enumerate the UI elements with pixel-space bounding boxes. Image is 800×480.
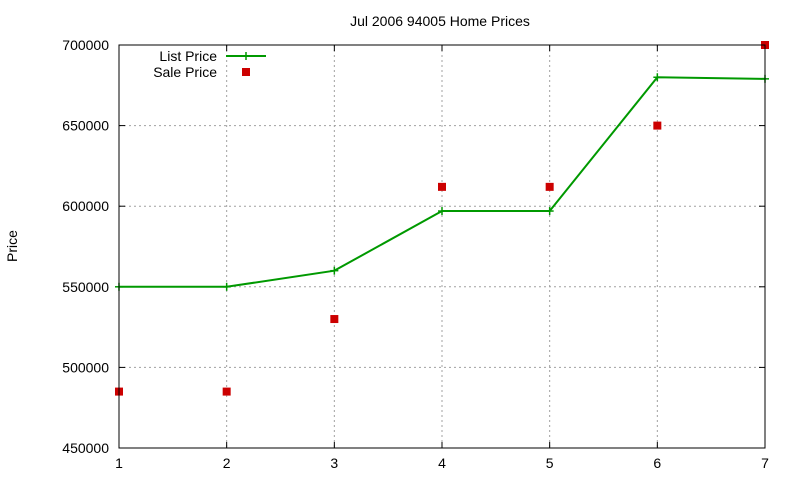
y-tick-label: 500000: [62, 359, 109, 375]
list-price-point: [545, 207, 554, 216]
sale-price-point: [330, 315, 339, 324]
x-tick-label: 4: [438, 455, 446, 471]
list-price-point: [438, 207, 446, 216]
legend-square-swatch: [242, 68, 250, 76]
x-tick-label: 2: [223, 455, 231, 471]
legend-label: Sale Price: [153, 64, 217, 80]
y-tick-label: 600000: [62, 198, 109, 214]
grid-lines: [119, 45, 765, 448]
sale-price-point: [438, 182, 446, 191]
x-tick-label: 3: [330, 455, 338, 471]
chart-title: Jul 2006 94005 Home Prices: [350, 13, 530, 29]
x-tick-label: 7: [761, 455, 769, 471]
list-price-point: [222, 282, 231, 291]
x-tick-label: 5: [546, 455, 554, 471]
y-tick-label: 700000: [62, 37, 109, 53]
x-tick-label: 6: [653, 455, 661, 471]
sale-price-point: [545, 182, 554, 191]
plot-frame: [118, 44, 766, 449]
y-tick-label: 550000: [62, 279, 109, 295]
list-price-point: [330, 266, 339, 275]
sale-price-point: [653, 121, 662, 130]
list-price-point: [653, 73, 662, 82]
x-tick-label: 1: [115, 455, 123, 471]
y-axis-label: Price: [4, 230, 20, 262]
y-tick-label: 450000: [62, 440, 109, 456]
axis-ticks: 1 2 3 4 5 6 7 450000 500000 550000 600000 650000 700…: [62, 37, 769, 471]
y-tick-label: 650000: [62, 118, 109, 134]
legend-label: List Price: [159, 48, 217, 64]
series-layer: [115, 41, 769, 396]
sale-price-point: [222, 387, 231, 396]
